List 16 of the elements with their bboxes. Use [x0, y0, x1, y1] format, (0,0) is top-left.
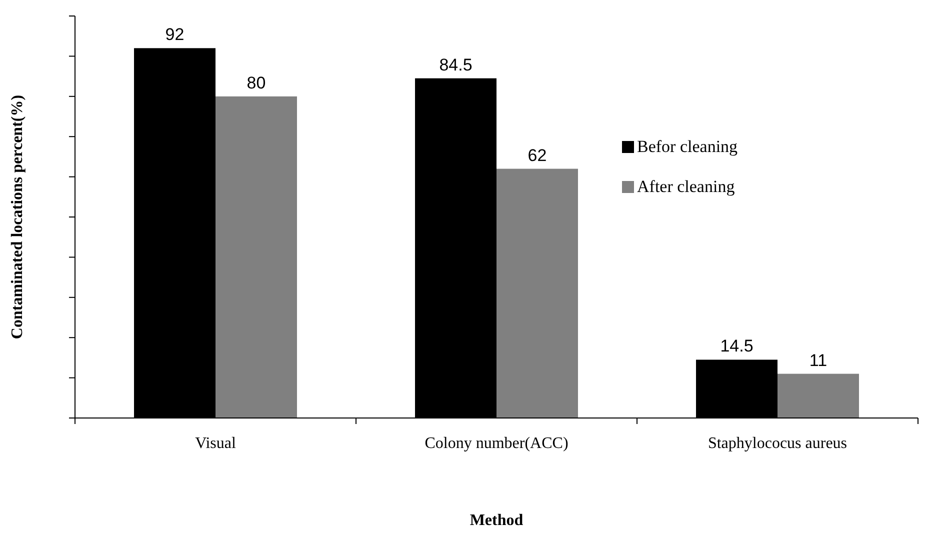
data-label: 14.5: [720, 336, 754, 356]
data-label: 80: [246, 73, 266, 92]
x-tick-label: Visual: [195, 435, 236, 452]
bar: [216, 96, 297, 418]
data-label: 62: [528, 146, 547, 165]
bar: [778, 374, 859, 418]
legend-label: Befor cleaning: [637, 137, 738, 156]
bar: [496, 168, 578, 418]
data-label: 92: [165, 25, 184, 44]
x-tick-label: Colony number(ACC): [424, 435, 568, 452]
data-label: 11: [809, 350, 828, 370]
x-tick-label: Staphylococus aureus: [708, 435, 848, 452]
x-axis-title: Method: [470, 512, 524, 529]
data-label: 84.5: [439, 55, 472, 74]
legend-label: After cleaning: [637, 177, 736, 196]
y-axis-title: Contaminated locations percent(%): [9, 94, 26, 340]
